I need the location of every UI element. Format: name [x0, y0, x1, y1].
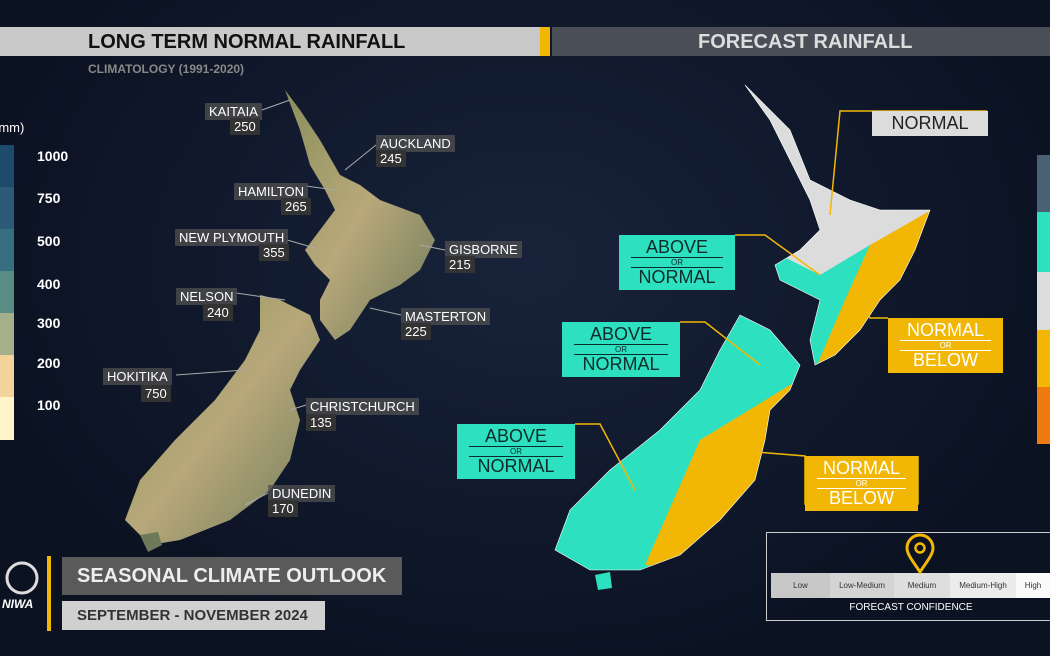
station-value: 750: [141, 385, 171, 402]
station-name: HOKITIKA: [103, 368, 172, 385]
confidence-cell: [830, 573, 894, 598]
confidence-pin-dot: [914, 542, 926, 554]
station-value: 250: [230, 118, 260, 135]
forecast-legend-swatch: [1037, 272, 1050, 330]
station-name: NEW PLYMOUTH: [175, 229, 289, 246]
confidence-level: High: [1024, 581, 1042, 590]
forecast-legend-swatch: [1037, 212, 1050, 272]
header-accent: [540, 27, 550, 56]
north-island: [285, 90, 435, 340]
legend-swatch: [0, 397, 14, 440]
confidence-level: Medium-High: [959, 581, 1007, 590]
station-name: MASTERTON: [401, 308, 491, 325]
forecast-region-label: NORMAL: [872, 111, 988, 136]
south-island-forecast: [554, 314, 801, 571]
station-name: CHRISTCHURCH: [306, 398, 419, 415]
legend-tick-label: 100: [37, 397, 61, 413]
station-value: 245: [376, 150, 406, 167]
forecast-label-bottom: NORMAL: [477, 456, 555, 476]
forecast-label-top: ABOVE: [589, 324, 653, 344]
right-title: FORECAST RAINFALL: [698, 31, 913, 53]
confidence-cell: [950, 573, 1016, 598]
footer-accent: [47, 556, 51, 631]
forecast-region-label: ABOVE OR NORMAL: [619, 235, 735, 290]
station-name: KAITAIA: [205, 103, 262, 120]
confidence-cell: [894, 573, 950, 598]
legend-swatch: [0, 145, 14, 187]
legend-swatch: [0, 355, 14, 397]
north-island-forecast: [744, 84, 931, 366]
station-value: 225: [401, 323, 431, 340]
forecast-label-mid: OR: [574, 344, 668, 355]
forecast-label-bottom: BELOW: [912, 350, 978, 370]
station-name: GISBORNE: [445, 241, 522, 258]
forecast-legend-swatch: [1037, 330, 1050, 387]
station-name: NELSON: [176, 288, 238, 305]
confidence-pin: [905, 533, 935, 575]
left-header-bar: [0, 27, 540, 56]
station-name: DUNEDIN: [268, 485, 336, 502]
station-name: AUCKLAND: [376, 135, 455, 152]
forecast-label-top: NORMAL: [906, 320, 984, 340]
legend-tick-label: 200: [37, 355, 61, 371]
legend-swatch: [0, 187, 14, 229]
forecast-label-top: ABOVE: [645, 237, 709, 257]
forecast-label-mid: OR: [631, 257, 723, 268]
forecast-label-top: NORMAL: [822, 458, 900, 478]
forecast-label-bottom: BELOW: [828, 488, 894, 508]
legend-unit: (mm): [0, 120, 25, 135]
station-value: 265: [281, 198, 311, 215]
confidence-title: FORECAST CONFIDENCE: [849, 602, 973, 613]
right-header-bar: [552, 27, 1050, 56]
logo-mark: [5, 561, 39, 595]
forecast-region-label: ABOVE OR NORMAL: [457, 424, 575, 479]
confidence-labels: Low Low-Medium Medium Medium-High High: [771, 575, 1050, 600]
station-value: 170: [268, 500, 298, 517]
forecast-label-top: NORMAL: [891, 113, 969, 133]
legend-tick-label: 1000: [37, 148, 69, 164]
south-island: [125, 295, 320, 545]
forecast-legend-swatch: [1037, 387, 1050, 444]
station-value: 215: [445, 256, 475, 273]
forecast-label-top: ABOVE: [484, 426, 548, 446]
forecast-region-label: NORMAL OR BELOW: [805, 456, 918, 511]
left-title: LONG TERM NORMAL RAINFALL: [88, 31, 406, 53]
confidence-cell: [771, 573, 830, 598]
legend-swatch: [0, 271, 14, 313]
stewart-island: [140, 532, 162, 552]
confidence-level: Low-Medium: [839, 581, 885, 590]
confidence-box: [766, 532, 1050, 621]
station-leaders: [175, 99, 446, 506]
confidence-cell: [1016, 573, 1050, 598]
legend-tick-label: 500: [37, 233, 61, 249]
stewart-island-forecast: [595, 572, 612, 590]
forecast-legend-swatch: [1037, 155, 1050, 212]
forecast-label-mid: OR: [900, 340, 991, 351]
footer-title: SEASONAL CLIMATE OUTLOOK: [62, 557, 402, 595]
legend-swatch: [0, 313, 14, 355]
footer-period: SEPTEMBER - NOVEMBER 2024: [62, 601, 325, 630]
left-subtitle: CLIMATOLOGY (1991-2020): [88, 62, 245, 76]
logo-text: NIWA: [2, 597, 34, 611]
forecast-label-bottom: NORMAL: [638, 267, 716, 287]
legend-tick-label: 400: [37, 276, 61, 292]
station-value: 135: [306, 414, 336, 431]
forecast-label-bottom: NORMAL: [582, 354, 660, 374]
legend-tick-label: 750: [37, 190, 61, 206]
forecast-label-mid: OR: [817, 478, 906, 489]
station-value: 240: [203, 304, 233, 321]
forecast-region-label: NORMAL OR BELOW: [888, 318, 1003, 373]
confidence-level: Medium: [907, 581, 937, 590]
confidence-level: Low: [793, 581, 808, 590]
legend-tick-label: 300: [37, 315, 61, 331]
region-leaders: [575, 110, 987, 505]
station-value: 355: [259, 244, 289, 261]
station-name: HAMILTON: [234, 183, 308, 200]
legend-swatch: [0, 229, 14, 271]
forecast-region-label: ABOVE OR NORMAL: [562, 322, 680, 377]
forecast-label-mid: OR: [469, 446, 563, 457]
